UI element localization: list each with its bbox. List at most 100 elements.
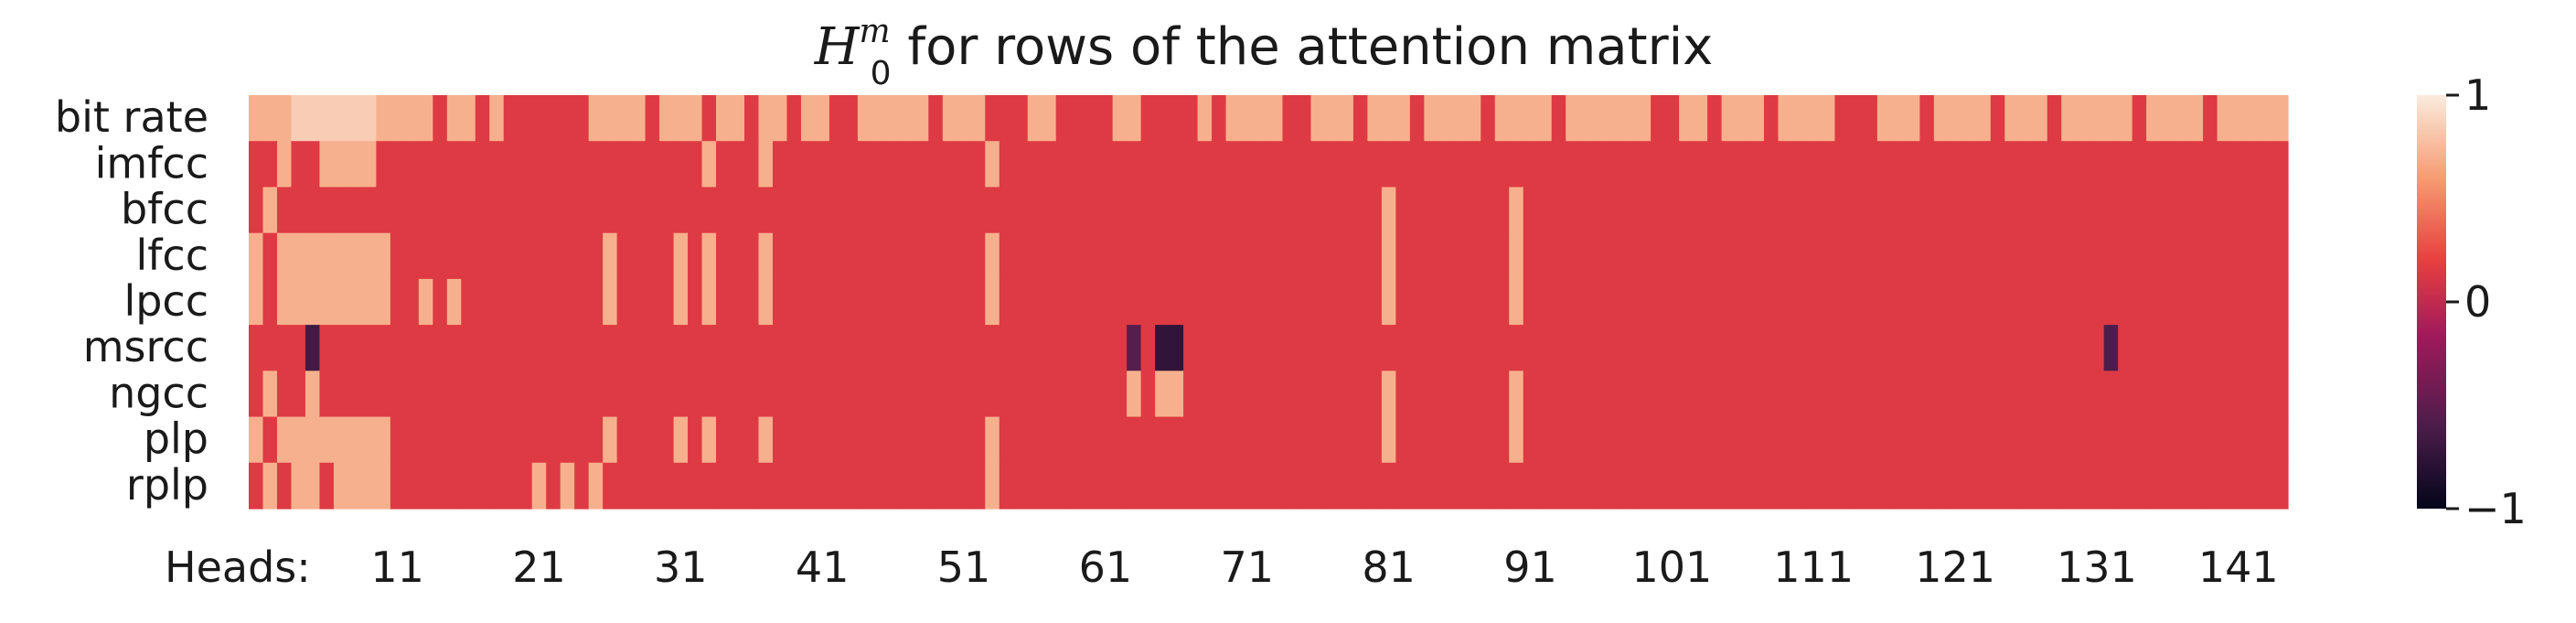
heatmap-cell	[701, 325, 717, 371]
heatmap-cell	[1466, 141, 1481, 188]
heatmap-cell	[1438, 141, 1453, 188]
heatmap-cell	[616, 325, 632, 371]
heatmap-cell	[1636, 187, 1651, 234]
heatmap-cell	[1339, 325, 1354, 371]
heatmap-cell	[291, 325, 306, 371]
heatmap-cell	[1651, 141, 1666, 188]
heatmap-cell	[1848, 416, 1865, 464]
heatmap-cell	[688, 416, 703, 464]
heatmap-cell	[1566, 187, 1581, 234]
heatmap-cell	[2004, 462, 2020, 510]
heatmap-cell	[1848, 141, 1865, 188]
heatmap-cell	[857, 462, 872, 510]
heatmap-cell	[574, 187, 590, 234]
heatmap-cell	[2175, 325, 2190, 371]
heatmap-cell	[2075, 141, 2090, 188]
heatmap-cell	[857, 371, 872, 418]
heatmap-cell	[1693, 232, 1708, 280]
heatmap-cell	[2188, 325, 2204, 371]
heatmap-cell	[1664, 371, 1680, 418]
heatmap-cell	[2245, 187, 2261, 234]
heatmap-cell	[2103, 416, 2119, 464]
row-label: ngcc	[109, 368, 208, 417]
heatmap-cell	[603, 325, 618, 371]
heatmap-cell	[1834, 187, 1850, 234]
heatmap-cell	[1042, 462, 1057, 510]
heatmap-cell	[546, 325, 561, 371]
heatmap-cell	[871, 187, 887, 234]
heatmap-cell	[1268, 141, 1284, 188]
heatmap-cell	[645, 371, 660, 418]
heatmap-cell	[1594, 278, 1609, 326]
heatmap-cell	[489, 141, 505, 188]
heatmap-cell	[1042, 416, 1057, 464]
heatmap-cell	[645, 95, 660, 142]
heatmap-cell	[1764, 187, 1780, 234]
heatmap-cell	[1240, 325, 1256, 371]
heatmap-cell	[2146, 325, 2162, 371]
heatmap-cell	[1566, 141, 1581, 188]
heatmap-cell	[1367, 416, 1383, 464]
heatmap-cell	[786, 278, 802, 326]
heatmap-cell	[1027, 278, 1042, 326]
heatmap-cell	[1225, 141, 1241, 188]
heatmap-cell	[1310, 462, 1326, 510]
heatmap-cell	[531, 325, 547, 371]
heatmap-cell	[914, 95, 929, 142]
heatmap-cell	[1876, 141, 1892, 188]
heatmap-cell	[1749, 416, 1765, 464]
heatmap-cell	[1169, 416, 1184, 464]
heatmap-cell	[1395, 325, 1411, 371]
heatmap-cell	[744, 278, 760, 326]
heatmap-cell	[1806, 416, 1822, 464]
heatmap-cell	[1764, 232, 1780, 280]
heatmap-cell	[2061, 371, 2077, 418]
heatmap-cell	[276, 462, 293, 510]
heatmap-cell	[914, 325, 929, 371]
heatmap-cell	[716, 232, 732, 280]
heatmap-cell	[1707, 141, 1723, 188]
heatmap-cell	[1707, 325, 1723, 371]
heatmap-cell	[2217, 187, 2232, 234]
heatmap-cell	[2260, 187, 2275, 234]
heatmap-cell	[1961, 232, 1977, 280]
heatmap-cell	[433, 325, 448, 371]
heatmap-cell	[1509, 95, 1524, 142]
heatmap-cell	[631, 141, 647, 188]
heatmap-cell	[871, 278, 887, 326]
heatmap-cell	[1848, 325, 1865, 371]
heatmap-cell	[376, 141, 391, 188]
heatmap-cell	[546, 95, 561, 142]
heatmap-cell	[518, 416, 533, 464]
heatmap-cell	[2160, 371, 2175, 418]
heatmap-cell	[1622, 371, 1638, 418]
heatmap-cell	[1764, 278, 1780, 326]
heatmap-cell	[1438, 95, 1453, 142]
heatmap-cell	[2103, 141, 2119, 188]
heatmap-cell	[1961, 187, 1977, 234]
heatmap-cell	[276, 95, 293, 142]
heatmap-cell	[404, 371, 420, 418]
heatmap-cell	[1055, 416, 1071, 464]
heatmap-cell	[333, 187, 349, 234]
heatmap-cell	[588, 371, 604, 418]
heatmap-cell	[1764, 95, 1780, 142]
column-tick-label: 31	[654, 542, 708, 592]
heatmap-cell	[1579, 141, 1595, 188]
heatmap-cell	[985, 278, 1000, 326]
heatmap-cell	[1225, 462, 1241, 510]
heatmap-cell	[857, 95, 872, 142]
heatmap-cell	[1254, 278, 1269, 326]
column-tick-label: 11	[370, 542, 424, 592]
heatmap-cell	[1212, 95, 1227, 142]
heatmap-cell	[1183, 187, 1199, 234]
heatmap-cell	[970, 462, 986, 510]
heatmap-cell	[1651, 325, 1666, 371]
heatmap-cell	[2090, 232, 2105, 280]
heatmap-cell	[1055, 232, 1071, 280]
heatmap-cell	[1027, 232, 1042, 280]
heatmap-cell	[489, 416, 505, 464]
row-label: plp	[144, 414, 208, 464]
heatmap-cell	[928, 278, 944, 326]
heatmap-cell	[1948, 325, 1963, 371]
